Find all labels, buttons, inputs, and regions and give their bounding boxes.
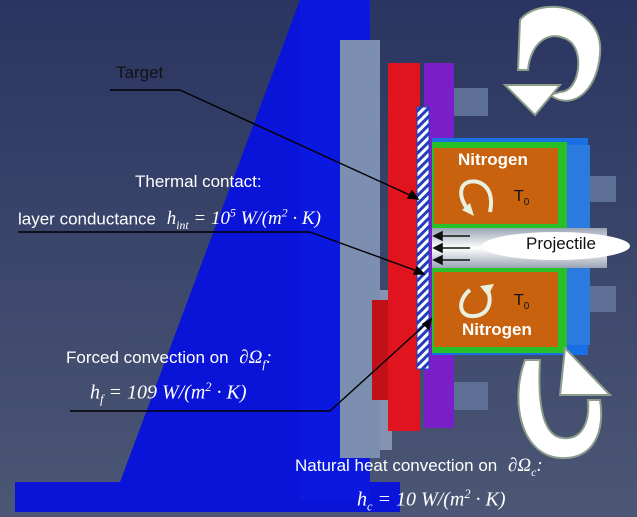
bolts [454,88,616,410]
natural-convection-row: Natural heat convection on ∂Ωc: [295,455,543,480]
layer-conductance-label: layer conductance [18,209,156,229]
red-flange-step [372,300,388,400]
circulation-arrow-icon [459,179,494,319]
target-label: Target [116,63,164,82]
projectile [482,232,630,260]
h-int-equation: hint = 105 W/(m2 · K) [166,207,321,233]
natural-convection-label: Natural heat convection on [295,456,498,475]
layer-conductance-row: layer conductance hint = 105 W/(m2 · K) [18,207,321,233]
rotation-arrow-icon [502,5,613,460]
forced-convection-label: Forced convection on [66,348,229,367]
t0-bottom-label: T0 [514,292,530,313]
omega-f-symbol: ∂Ωf: [239,347,273,371]
h-f-equation: hf = 109 W/(m2 · K) [90,380,247,407]
leader-lines [18,89,433,412]
target-plate [416,106,430,370]
h-c-equation: hc = 10 W/(m2 · K) [357,487,506,514]
nitrogen-top-label: Nitrogen [458,150,528,169]
projectile-arrow-icon [432,230,470,266]
t0-top-label: T0 [514,188,530,209]
thermal-contact-label: Thermal contact: [135,172,262,191]
forced-convection-row: Forced convection on ∂Ωf: [66,347,272,372]
nitrogen-chamber [432,138,607,355]
nitrogen-bottom-label: Nitrogen [462,320,532,339]
red-flange [388,63,420,431]
projectile-label: Projectile [526,234,596,253]
omega-c-symbol: ∂Ωc: [507,455,543,479]
